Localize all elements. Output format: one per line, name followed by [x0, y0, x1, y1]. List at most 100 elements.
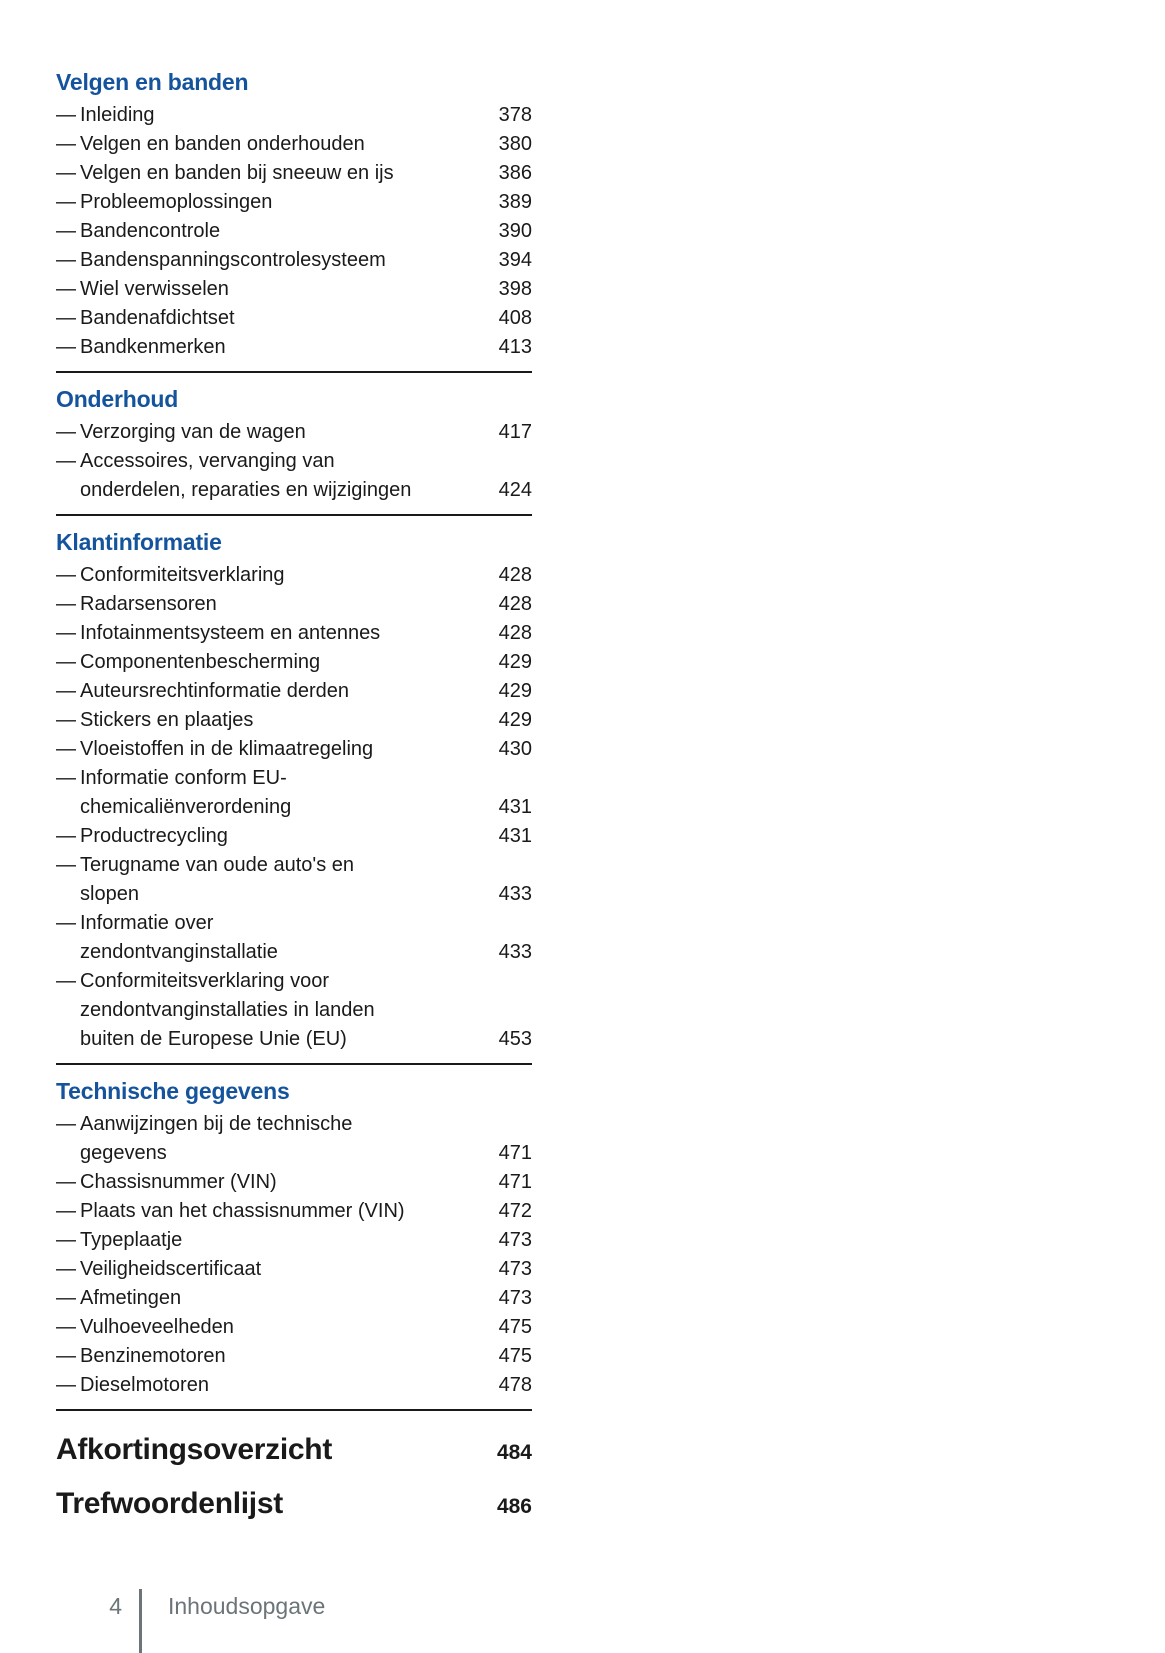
- toc-entry-page: 473: [498, 1258, 532, 1280]
- toc-entry[interactable]: — Probleemoplossingen 389: [56, 188, 532, 217]
- toc-entry[interactable]: — Aanwijzingen bij de technische gegevens…: [56, 1110, 532, 1168]
- toc-entry-page: 433: [498, 883, 532, 905]
- dash-marker: —: [56, 825, 76, 847]
- toc-entry-label: — Informatie conform EU- chemicaliënveror…: [56, 764, 486, 822]
- toc-entry-page: 380: [498, 133, 532, 155]
- toc-entry-page: 433: [498, 941, 532, 963]
- toc-entry[interactable]: — Bandenspanningscontrolesysteem 394: [56, 246, 532, 275]
- toc-entry-trefwoordenlijst[interactable]: Trefwoordenlijst 486: [56, 1487, 532, 1520]
- section-title: Technische gegevens: [56, 1078, 290, 1104]
- dash-marker: —: [56, 133, 76, 155]
- toc-entry-label: — Stickers en plaatjes: [56, 706, 486, 735]
- toc-entry[interactable]: — Conformiteitsverklaring voor zendontvan…: [56, 967, 532, 1054]
- toc-entry-page: 484: [496, 1441, 532, 1464]
- dash-marker: —: [56, 680, 76, 702]
- toc-entry-page: 386: [498, 162, 532, 184]
- toc-entry[interactable]: — Dieselmotoren 478: [56, 1371, 532, 1400]
- toc-entry[interactable]: — Bandenafdichtset 408: [56, 304, 532, 333]
- toc-entry-page: 486: [496, 1495, 532, 1518]
- toc-entry-label: — Informatie over zendontvanginstallatie: [56, 909, 486, 967]
- dash-marker: —: [56, 738, 76, 760]
- toc-entry-page: 429: [498, 709, 532, 731]
- toc-entry-label: — Afmetingen: [56, 1284, 486, 1313]
- toc-entry-afkortingsoverzicht[interactable]: Afkortingsoverzicht 484: [56, 1433, 532, 1466]
- toc-entry[interactable]: — Velgen en banden onderhouden 380: [56, 130, 532, 159]
- toc-entry-page: 471: [498, 1171, 532, 1193]
- toc-entry-page: 473: [498, 1287, 532, 1309]
- toc-entry-label: — Wiel verwisselen: [56, 275, 486, 304]
- toc-entry-label: — Componentenbescherming: [56, 648, 486, 677]
- toc-entry[interactable]: — Typeplaatje 473: [56, 1226, 532, 1255]
- toc-entry-label: — Conformiteitsverklaring: [56, 561, 486, 590]
- toc-entry[interactable]: — Wiel verwisselen 398: [56, 275, 532, 304]
- toc-section-onderhoud: Onderhoud — Verzorging van de wagen 417 — Acc…: [56, 385, 532, 516]
- dash-marker: —: [56, 709, 76, 731]
- toc-entry-page: 394: [498, 249, 532, 271]
- toc-entry[interactable]: — Vloeistoffen in de klimaatregeling 430: [56, 735, 532, 764]
- toc-entry[interactable]: — Informatie conform EU- chemicaliënveror…: [56, 764, 532, 822]
- toc-entry[interactable]: — Bandencontrole 390: [56, 217, 532, 246]
- section-divider: [56, 1063, 532, 1065]
- dash-marker: —: [56, 1374, 76, 1396]
- toc-entry-label: — Terugname van oude auto's en slopen: [56, 851, 486, 909]
- toc-entry-label: — Probleemoplossingen: [56, 188, 486, 217]
- toc-entry[interactable]: — Auteursrechtinformatie derden 429: [56, 677, 532, 706]
- toc-entry-label: — Bandencontrole: [56, 217, 486, 246]
- toc-entry[interactable]: — Bandkenmerken 413: [56, 333, 532, 362]
- toc-entry-page: 417: [498, 421, 532, 443]
- toc-entry-page: 389: [498, 191, 532, 213]
- toc-entry[interactable]: — Vulhoeveelheden 475: [56, 1313, 532, 1342]
- dash-marker: —: [56, 421, 76, 443]
- toc-entry[interactable]: — Radarsensoren 428: [56, 590, 532, 619]
- toc-entry-page: 428: [498, 622, 532, 644]
- toc-entry-page: 413: [498, 336, 532, 358]
- section-divider: [56, 514, 532, 516]
- toc-entry-label: — Plaats van het chassisnummer (VIN): [56, 1197, 486, 1226]
- toc-entry[interactable]: — Velgen en banden bij sneeuw en ijs 386: [56, 159, 532, 188]
- toc-entry[interactable]: — Informatie over zendontvanginstallatie 4…: [56, 909, 532, 967]
- toc-entry[interactable]: — Benzinemotoren 475: [56, 1342, 532, 1371]
- toc-entry-label: — Infotainmentsysteem en antennes: [56, 619, 486, 648]
- footer-section-label: Inhoudsopgave: [168, 1593, 326, 1619]
- toc-section-velgen-en-banden: Velgen en banden — Inleiding 378 — Velgen en …: [56, 68, 532, 373]
- toc-entry-page: 390: [498, 220, 532, 242]
- toc-entry[interactable]: — Productrecycling 431: [56, 822, 532, 851]
- toc-entry[interactable]: — Conformiteitsverklaring 428: [56, 561, 532, 590]
- toc-section-klantinformatie: Klantinformatie — Conformiteitsverklaring 4…: [56, 528, 532, 1065]
- toc-entry-page: 431: [498, 825, 532, 847]
- toc-entry-page: 430: [498, 738, 532, 760]
- toc-entry[interactable]: — Afmetingen 473: [56, 1284, 532, 1313]
- toc-entry[interactable]: — Terugname van oude auto's en slopen 433: [56, 851, 532, 909]
- toc-entry[interactable]: — Componentenbescherming 429: [56, 648, 532, 677]
- toc-entry-label: — Veiligheidscertificaat: [56, 1255, 486, 1284]
- toc-entry-page: 378: [498, 104, 532, 126]
- toc-entry[interactable]: — Accessoires, vervanging van onderdelen,…: [56, 447, 532, 505]
- toc-entry-label: Trefwoordenlijst: [56, 1487, 283, 1520]
- dash-marker: —: [56, 593, 76, 615]
- toc-entry-label: — Velgen en banden onderhouden: [56, 130, 486, 159]
- toc-entry-label: — Conformiteitsverklaring voor zendontvan…: [56, 967, 486, 1054]
- dash-marker: —: [56, 307, 76, 329]
- toc-entry[interactable]: — Verzorging van de wagen 417: [56, 418, 532, 447]
- toc-entry[interactable]: — Inleiding 378: [56, 101, 532, 130]
- toc-entry-page: 428: [498, 593, 532, 615]
- toc-entry[interactable]: — Plaats van het chassisnummer (VIN) 472: [56, 1197, 532, 1226]
- dash-marker: —: [56, 651, 76, 673]
- section-divider: [56, 371, 532, 373]
- dash-marker: —: [56, 336, 76, 358]
- toc-entry-label: — Bandkenmerken: [56, 333, 486, 362]
- toc-entry-page: 428: [498, 564, 532, 586]
- toc-entry[interactable]: — Infotainmentsysteem en antennes 428: [56, 619, 532, 648]
- toc-entry-label: — Dieselmotoren: [56, 1371, 486, 1400]
- toc-entry-page: 475: [498, 1345, 532, 1367]
- toc-entry[interactable]: — Stickers en plaatjes 429: [56, 706, 532, 735]
- toc-entry-label: — Typeplaatje: [56, 1226, 486, 1255]
- toc-entry-page: 398: [498, 278, 532, 300]
- toc-entry[interactable]: — Veiligheidscertificaat 473: [56, 1255, 532, 1284]
- toc-entry-label: — Bandenspanningscontrolesysteem: [56, 246, 486, 275]
- dash-marker: —: [56, 1287, 76, 1309]
- toc-entry-label: — Aanwijzingen bij de technische gegevens: [56, 1110, 486, 1168]
- toc-entry[interactable]: — Chassisnummer (VIN) 471: [56, 1168, 532, 1197]
- dash-marker: —: [56, 450, 76, 472]
